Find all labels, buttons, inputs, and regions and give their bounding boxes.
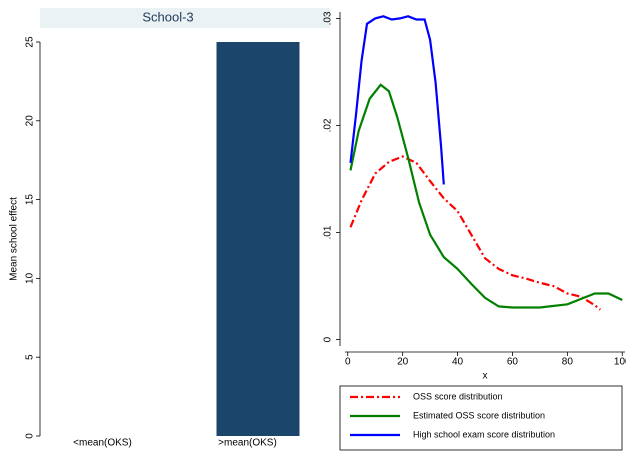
legend-label: High school exam score distribution bbox=[413, 429, 555, 439]
line-series bbox=[349, 155, 601, 311]
x-tick-label: >mean(OKS) bbox=[218, 438, 277, 449]
x-tick-label: <mean(OKS) bbox=[73, 438, 132, 449]
y-tick-label: .01 bbox=[323, 225, 334, 239]
bar bbox=[216, 42, 300, 436]
line-series bbox=[349, 83, 623, 309]
x-tick-label: 40 bbox=[452, 357, 464, 368]
legend-label: OSS score distribution bbox=[413, 391, 503, 401]
y-tick-label: 0 bbox=[25, 433, 36, 439]
y-tick-label: 25 bbox=[25, 36, 36, 48]
x-tick-label: 60 bbox=[507, 357, 519, 368]
y-tick-label: .03 bbox=[323, 11, 334, 25]
chart-title: School-3 bbox=[142, 9, 193, 24]
line-series bbox=[349, 15, 445, 185]
x-tick-label: 80 bbox=[562, 357, 574, 368]
y-tick-label: 15 bbox=[25, 194, 36, 206]
title-band bbox=[40, 8, 330, 28]
x-tick-label: 100 bbox=[614, 357, 626, 368]
x-tick-label: 0 bbox=[345, 357, 351, 368]
y-tick-label: 5 bbox=[25, 354, 36, 360]
x-tick-label: 20 bbox=[397, 357, 409, 368]
y-axis-label: Mean school effect bbox=[9, 197, 20, 281]
x-axis-label: x bbox=[483, 371, 488, 382]
y-tick-label: 0 bbox=[323, 336, 334, 342]
y-tick-label: 10 bbox=[25, 272, 36, 284]
y-tick-label: .02 bbox=[323, 118, 334, 132]
y-tick-label: 20 bbox=[25, 115, 36, 127]
legend-label: Estimated OSS score distribution bbox=[413, 410, 545, 420]
